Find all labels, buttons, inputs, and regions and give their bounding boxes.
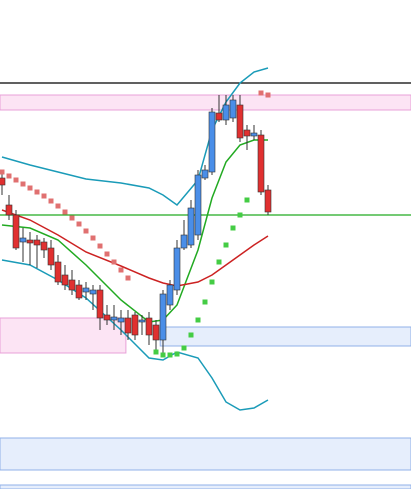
candle-body [166,284,174,306]
sar-dot [244,197,250,203]
candle-body [194,174,202,236]
sar-dot [6,173,12,179]
candle-body [5,204,13,216]
sar-dot [160,352,166,358]
sar-dot [69,215,75,221]
sar-dot [153,349,159,355]
candle-body [201,169,209,179]
candle-body [257,134,265,193]
candle-body [159,293,167,341]
candle-body [61,274,69,286]
candle-body [208,111,216,173]
candle-body [68,279,76,291]
sar-dot [188,332,194,338]
sar-dot [174,351,180,357]
sar-dot [223,242,229,248]
sar-dot [13,177,19,183]
sar-dot [27,185,33,191]
candle-body [152,324,160,341]
candle-body [180,234,188,249]
candle-body [117,317,125,323]
candle-body [124,317,132,334]
sar-dot [48,198,54,204]
sar-dot [83,228,89,234]
candle-body [110,316,118,321]
zone [0,94,411,111]
zone [159,326,411,347]
candle-body [54,261,62,283]
candle-body [47,247,55,266]
candle-body [215,112,223,121]
sar-dot [20,181,26,187]
sar-dot [216,259,222,265]
sar-dot [118,267,124,273]
candle-body [82,287,90,293]
sar-dot [195,317,201,323]
sar-dot [230,225,236,231]
sar-dot [125,275,131,281]
candle-body [243,129,251,137]
candle-body [103,314,111,321]
indicator-line [1,139,268,323]
candle-body [75,284,83,299]
sar-dot [97,243,103,249]
candle-body [26,239,34,244]
candle-body [236,104,244,139]
indicator-line [1,67,269,207]
candle-body [33,239,41,246]
sar-dot [34,189,40,195]
candle-body [0,177,6,186]
sar-dot [167,352,173,358]
sar-dot [265,92,271,98]
sar-dot [181,345,187,351]
sar-dot [55,203,61,209]
candle-body [173,247,181,291]
sar-dot [104,251,110,257]
candle-body [89,289,97,295]
sar-dot [237,212,243,218]
candle-body [131,314,139,336]
candle-body [222,104,230,121]
sar-dot [209,279,215,285]
candle-body [96,289,104,319]
candle-body [145,317,153,336]
sar-dot [258,90,264,96]
candle-body [138,319,146,323]
candle-body [187,207,195,246]
sar-dot [0,169,5,175]
sar-dot [202,299,208,305]
sar-dot [76,221,82,227]
zone [0,484,411,489]
sar-dot [90,235,96,241]
candle-body [12,214,20,249]
candle-body [250,132,258,137]
candle-body [19,237,27,243]
candle-body [264,189,272,213]
sar-dot [41,193,47,199]
candle-body [40,241,48,251]
candle-body [229,99,237,119]
sar-dot [62,209,68,215]
sar-dot [111,259,117,265]
zone [0,437,411,471]
